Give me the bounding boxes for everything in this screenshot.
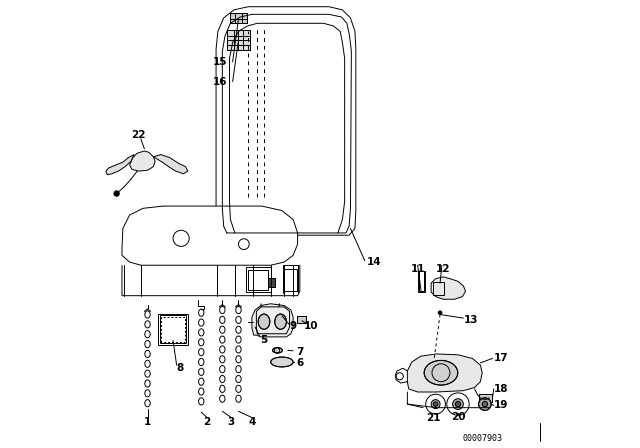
Bar [419,271,424,291]
Text: 6: 6 [296,358,303,368]
Text: 21: 21 [426,413,440,422]
Text: 1: 1 [144,417,151,427]
Text: 12: 12 [436,264,451,274]
Ellipse shape [273,348,282,353]
Polygon shape [407,354,482,392]
Text: 13: 13 [464,315,479,325]
Circle shape [479,398,491,410]
Bar [253,315,260,328]
Ellipse shape [271,357,293,367]
Text: 18: 18 [494,384,509,394]
Bar [227,30,250,50]
Bar [230,13,248,23]
Ellipse shape [258,314,270,329]
Bar [433,282,444,295]
Bar [284,269,297,291]
Circle shape [431,400,440,409]
Text: 14: 14 [367,257,381,267]
Circle shape [482,401,488,407]
Text: 2: 2 [204,417,211,427]
Polygon shape [252,304,293,337]
Text: 9: 9 [289,321,297,331]
Text: 20: 20 [451,412,465,422]
Bar [248,270,269,290]
Polygon shape [130,151,155,171]
Bar [297,316,306,323]
Text: 00007903: 00007903 [462,434,502,443]
Text: 3: 3 [228,417,235,427]
Bar [297,316,306,323]
Circle shape [438,311,442,314]
Polygon shape [154,155,188,174]
Text: 17: 17 [494,353,509,363]
Ellipse shape [424,360,458,385]
Text: 16: 16 [213,77,228,86]
Bar [159,315,186,343]
Bar [246,267,271,292]
Text: 15: 15 [213,57,228,67]
Circle shape [452,399,463,409]
Bar [227,30,250,50]
Bar [418,271,425,292]
Text: 11: 11 [412,264,426,274]
Circle shape [455,401,461,407]
Text: 4: 4 [248,417,255,427]
Bar [479,394,493,402]
Circle shape [433,402,438,406]
Bar [230,13,248,23]
Text: 22: 22 [131,130,146,140]
Text: 10: 10 [304,321,318,331]
Polygon shape [431,277,466,299]
Polygon shape [106,155,134,175]
Text: 7: 7 [296,347,303,357]
Text: 19: 19 [494,401,509,410]
Text: 5: 5 [260,335,268,345]
Polygon shape [122,206,298,265]
Ellipse shape [275,314,287,329]
Polygon shape [216,7,356,235]
Bar [158,314,188,345]
Circle shape [114,191,119,196]
Text: 8: 8 [177,363,184,373]
Bar [479,394,493,402]
Bar [269,278,275,287]
